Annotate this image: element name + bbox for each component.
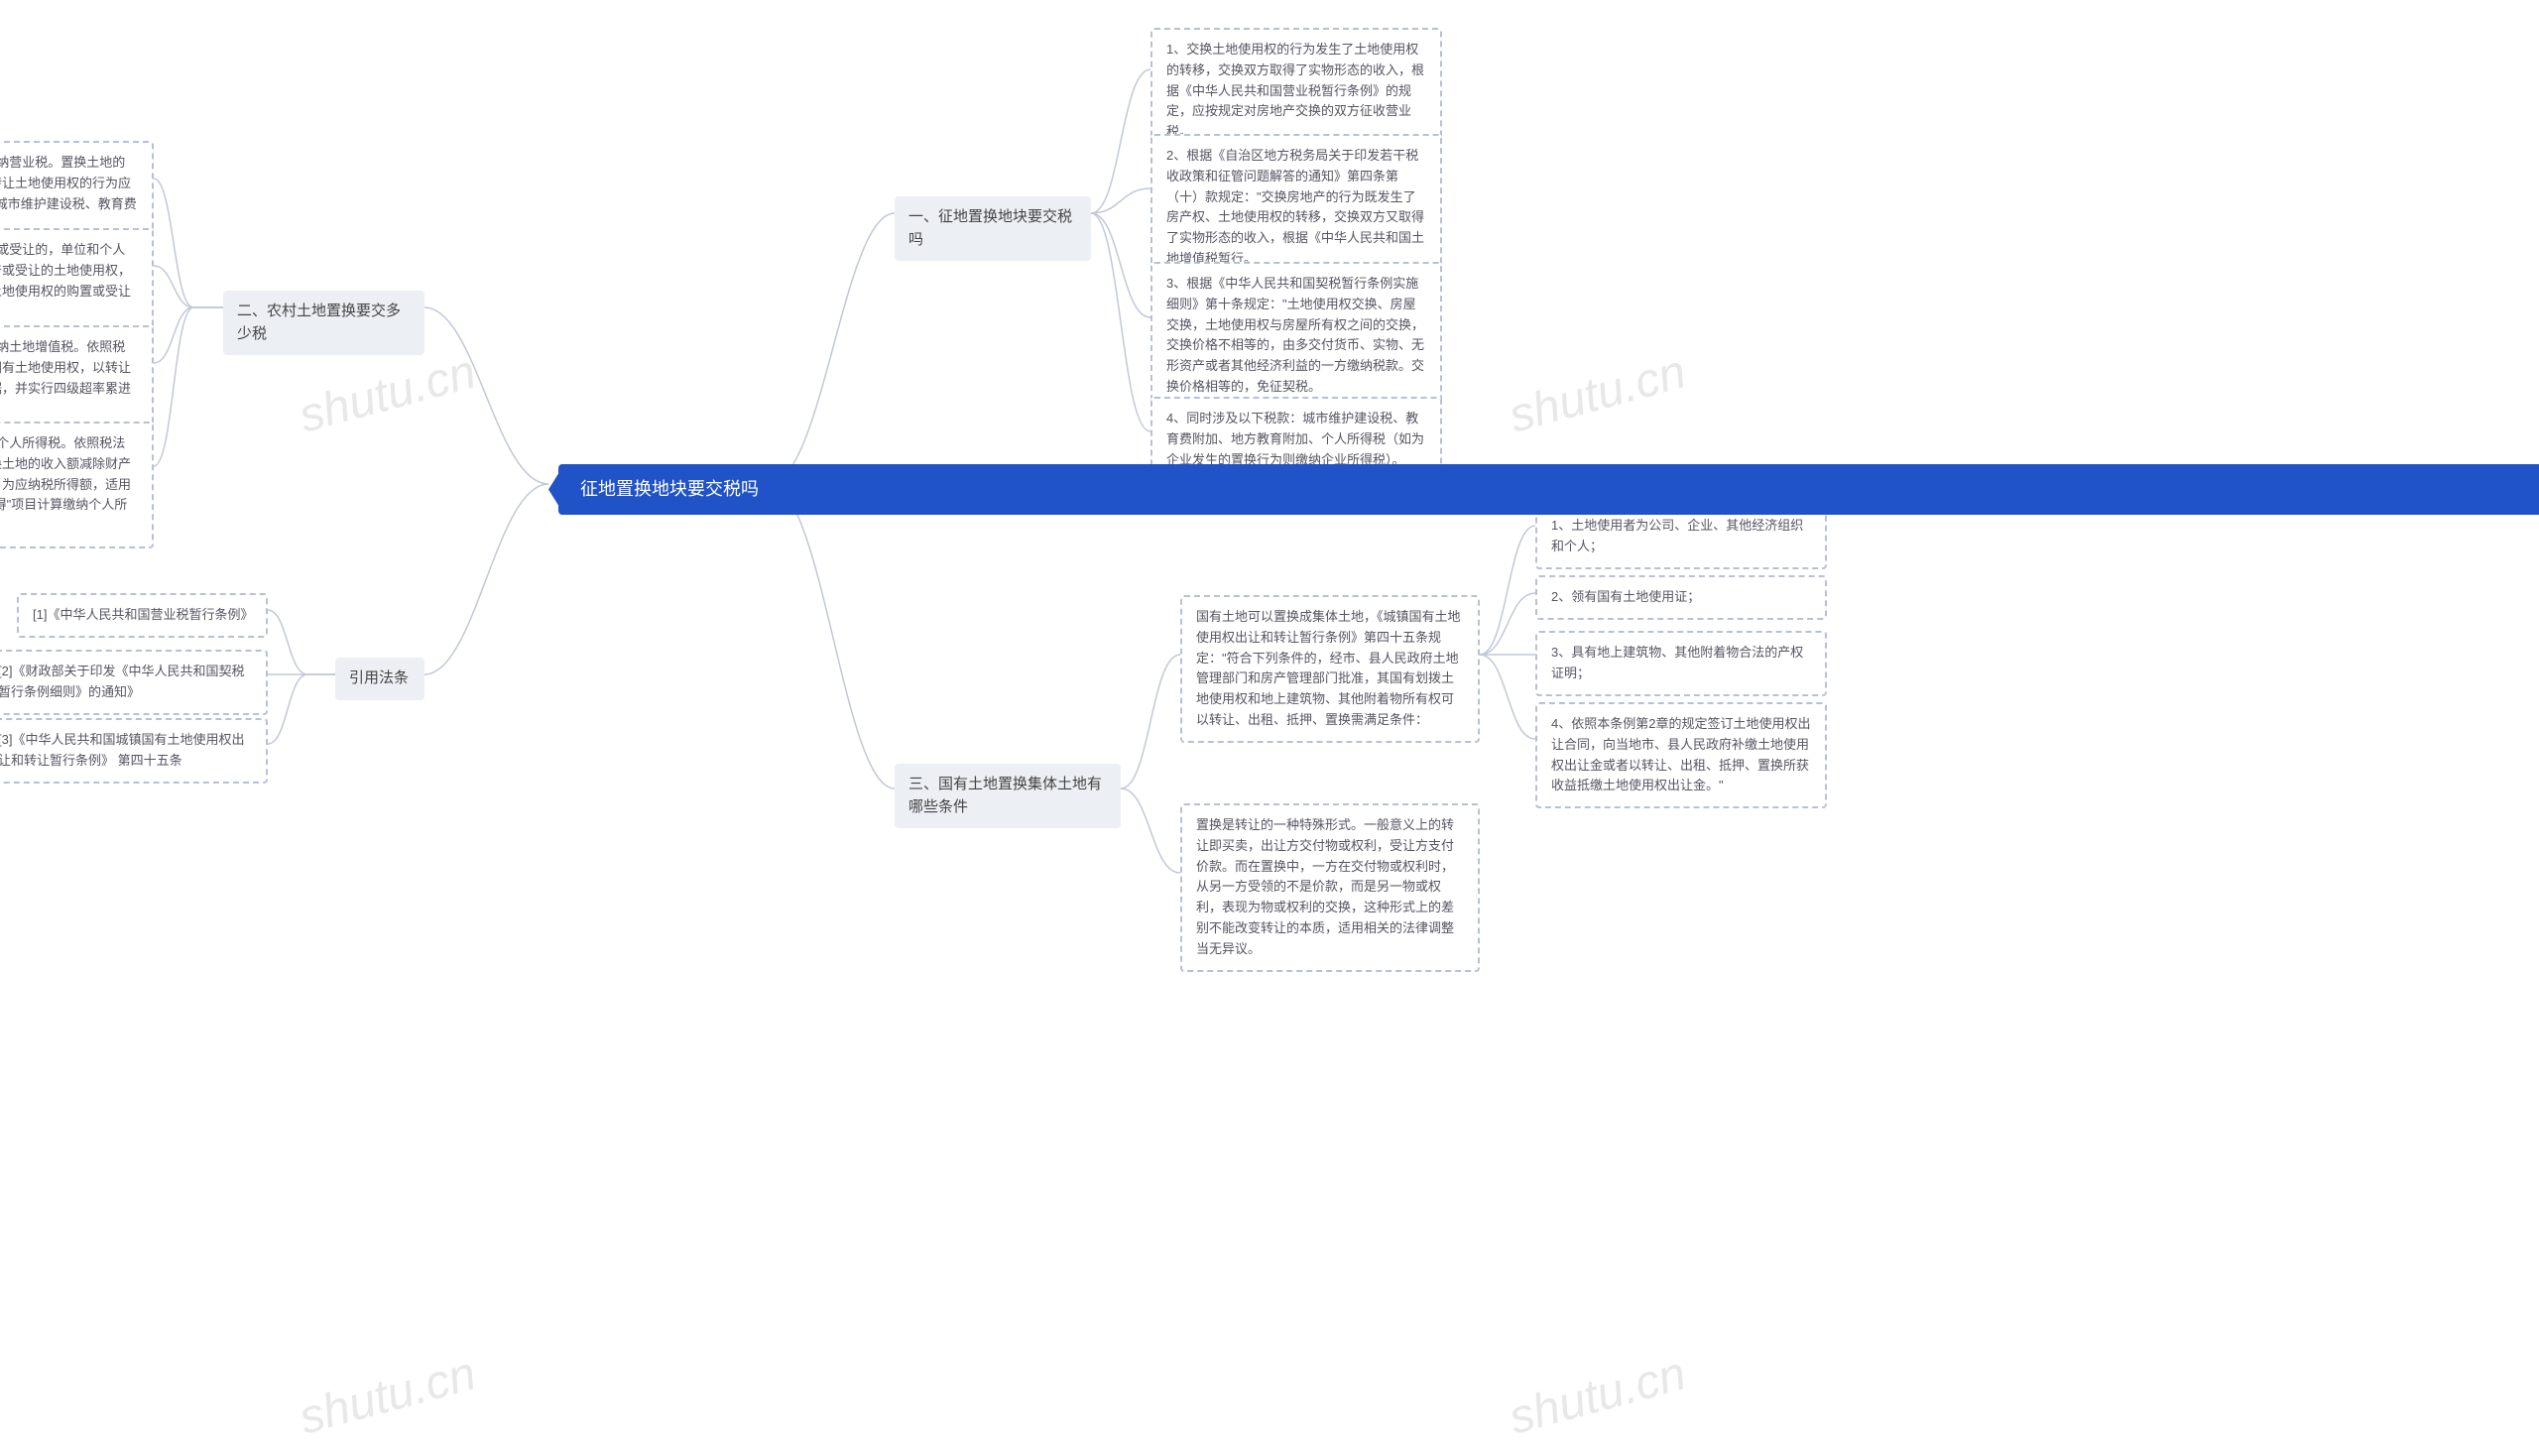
watermark: shutu.cn	[1504, 1346, 1692, 1445]
watermark: shutu.cn	[1504, 344, 1692, 443]
branch-3: 三、国有土地置换集体土地有哪些条件	[895, 764, 1121, 828]
branch-4: 引用法条	[335, 658, 424, 700]
branch-2: 二、农村土地置换要交多少税	[223, 291, 424, 355]
leaf-b4-1: [1]《中华人民共和国营业税暂行条例》	[17, 593, 268, 638]
leaf-b1-2: 2、根据《自治区地方税务局关于印发若干税收政策和征管问题解答的通知》第四条第（十…	[1150, 134, 1442, 282]
root-node: 征地置换地块要交税吗	[558, 464, 2539, 515]
leaf-b4-3: [3]《中华人民共和国城镇国有土地使用权出让和转让暂行条例》 第四十五条	[0, 718, 268, 784]
leaf-b3-2: 置换是转让的一种特殊形式。一般意义上的转让即买卖，出让方交付物或权利，受让方支付…	[1180, 803, 1480, 972]
leaf-b1-3: 3、根据《中华人民共和国契税暂行条例实施细则》第十条规定："土地使用权交换、房屋…	[1150, 262, 1442, 410]
branch-1: 一、征地置换地块要交税吗	[895, 196, 1091, 261]
leaf-b2-4: 4、置换土地的个人应缴纳个人所得税。依照税法规定，置换外购土地以置换土地的收入额…	[0, 422, 154, 548]
watermark: shutu.cn	[294, 344, 482, 443]
leaf-b3-1-4: 4、依照本条例第2章的规定签订土地使用权出让合同，向当地市、县人民政府补缴土地使…	[1535, 702, 1827, 808]
leaf-b2-2: 2、如果置换的土地是购置或受让的，单位和个人销售或转让其购置的不动产或受让的土地…	[0, 228, 154, 334]
leaf-b4-2: [2]《财政部关于印发《中华人民共和国契税暂行条例细则》的通知》	[0, 650, 268, 715]
leaf-b3-1: 国有土地可以置换成集体土地，《城镇国有土地使用权出让和转让暂行条例》第四十五条规…	[1180, 595, 1480, 743]
leaf-b2-3: 3、置换土地的出让方应缴纳土地增值税。依照税法置换土地的出让方转让国有土地使用权…	[0, 325, 154, 431]
leaf-b3-1-3: 3、具有地上建筑物、其他附着物合法的产权证明；	[1535, 631, 1827, 696]
watermark: shutu.cn	[294, 1346, 482, 1445]
leaf-b3-1-2: 2、领有国有土地使用证；	[1535, 575, 1827, 620]
